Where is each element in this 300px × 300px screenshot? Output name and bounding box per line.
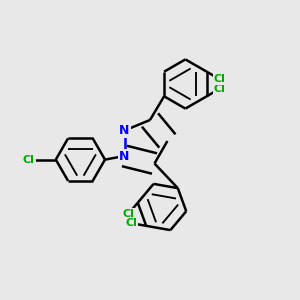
Text: N: N [119,124,130,137]
Text: N: N [119,149,130,163]
Text: Cl: Cl [23,154,35,165]
Text: Cl: Cl [214,74,225,84]
Text: Cl: Cl [126,218,138,228]
Text: Cl: Cl [122,209,134,219]
Text: Cl: Cl [214,84,225,94]
